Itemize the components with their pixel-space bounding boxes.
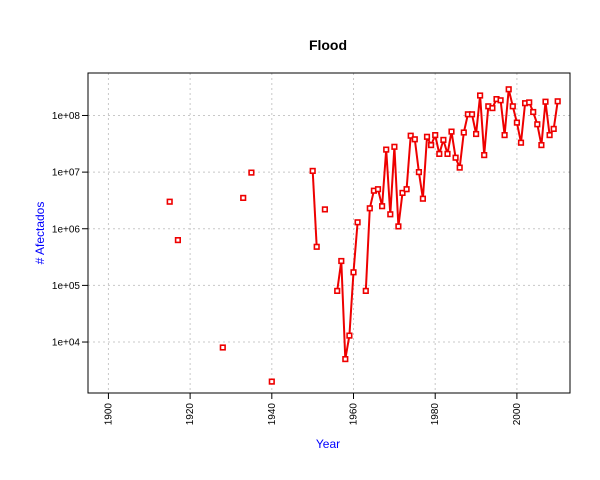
data-point [391,143,398,150]
data-point [415,169,423,176]
data-point [366,205,373,212]
data-point [248,169,255,176]
y-tick-label: 1e+08 [52,111,81,122]
data-point [350,269,357,276]
x-tick-label: 2000 [512,403,523,426]
y-tick-label: 1e+04 [52,338,81,349]
data-point [550,125,557,132]
data-point [321,206,329,213]
data-point [497,97,504,104]
data-point [542,98,549,105]
x-tick-label: 1900 [103,403,114,426]
data-point [546,132,553,139]
y-tick-label: 1e+05 [52,281,81,292]
data-point [448,128,455,135]
data-point [387,211,394,218]
data-point [456,164,463,171]
data-point [166,198,173,205]
data-point [383,146,390,153]
data-point [517,139,525,146]
data-point [468,111,476,118]
data-point [513,119,520,126]
data-point [419,195,427,202]
data-point [538,142,545,149]
y-axis-label: # Afectados [33,202,47,265]
data-point [346,332,353,339]
plot-frame [87,72,571,394]
data-point [338,257,345,265]
data-point [399,189,406,197]
x-tick-label: 1960 [349,403,360,426]
data-point [240,194,247,202]
data-point [354,219,361,226]
data-point [526,99,533,106]
y-axis: 1e+04 1e+05 1e+06 1e+07 1e+08 [52,111,88,349]
series-line [364,88,559,291]
data-point [476,92,484,99]
data-point [530,108,537,116]
data-point [334,287,341,295]
data-point [509,103,516,110]
data-point [219,344,226,351]
data-point [427,142,435,149]
data-point [460,129,467,136]
data-point [489,105,496,112]
data-point [440,136,447,144]
data-point [313,243,320,250]
x-axis: 1900 1920 1940 1960 1980 2000 [103,393,523,426]
data-point [554,98,561,105]
data-point [174,237,182,244]
grid [88,73,570,393]
y-tick-label: 1e+07 [52,168,81,179]
chart-title: Flood [309,37,347,53]
data-point [423,133,431,140]
data-point [268,378,275,385]
data-point [411,136,418,143]
data-point [501,132,508,139]
x-axis-label: Year [316,437,340,451]
data-point [378,203,386,210]
data-point [362,287,369,295]
data-point [403,186,410,193]
data-point [505,86,512,93]
data-point [534,121,541,128]
x-tick-label: 1940 [267,403,278,426]
data-point [472,130,480,138]
x-tick-label: 1980 [430,403,441,426]
data-point [432,132,439,139]
series-line [311,170,318,247]
y-tick-label: 1e+06 [52,224,81,235]
data-point [444,150,451,158]
data-point [452,154,459,161]
series-line [336,222,359,361]
data-point [309,167,316,175]
x-tick-label: 1920 [185,403,196,426]
data-point [481,152,488,159]
data-point [395,223,402,230]
data-point [342,355,349,363]
data-point [374,186,382,193]
series-points [166,86,561,385]
data-point [407,132,414,139]
data-point [436,150,443,158]
